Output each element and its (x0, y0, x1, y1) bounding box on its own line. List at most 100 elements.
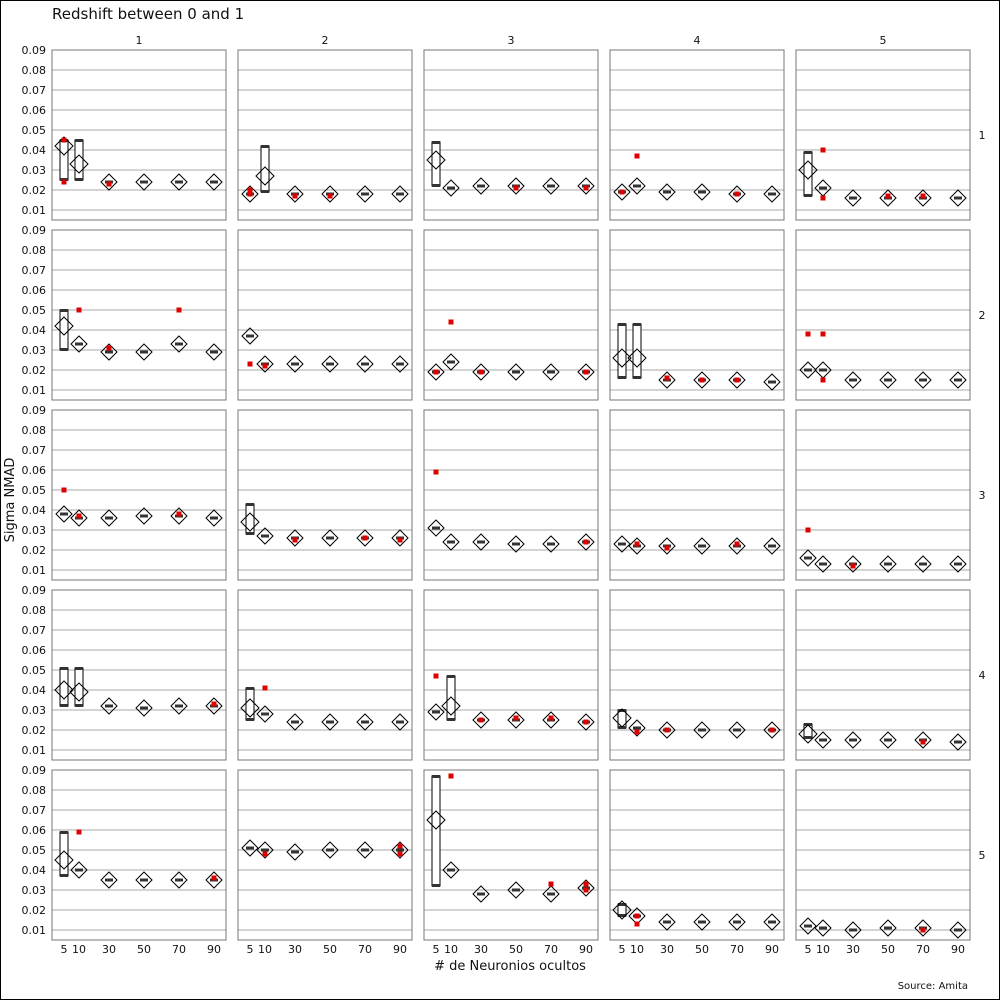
x-tick-label: 30 (288, 943, 302, 956)
median-bar (361, 848, 369, 852)
outlier-point (176, 307, 182, 313)
iqr-box (59, 139, 69, 181)
panel-border (423, 769, 599, 941)
facet-panel (609, 409, 785, 581)
mean-diamond (728, 537, 746, 555)
outlier-point (478, 369, 484, 375)
outlier-point (734, 377, 740, 383)
mean-diamond (442, 533, 460, 551)
outlier-point (820, 377, 826, 383)
mean-diamond (763, 913, 781, 931)
median-bar (105, 516, 113, 520)
x-tick-label: 30 (660, 943, 674, 956)
facet-panel (237, 589, 413, 761)
median-bar (954, 562, 962, 566)
outlier-point (292, 537, 298, 543)
y-tick-label: 0.06 (22, 464, 47, 477)
median-bar (396, 362, 404, 366)
mean-diamond (577, 363, 595, 381)
y-tick-label: 0.05 (22, 124, 47, 137)
mean-diamond (70, 861, 88, 879)
outlier-point (820, 331, 826, 337)
median-bar (261, 848, 269, 852)
mean-diamond (135, 699, 153, 717)
median-bar (291, 720, 299, 724)
y-tick-label: 0.08 (22, 64, 47, 77)
mean-diamond (286, 843, 304, 861)
facet-panel (51, 589, 227, 761)
box-bottom-cap (261, 190, 269, 193)
column-strip-label: 4 (694, 34, 701, 47)
outlier-point (448, 773, 454, 779)
mean-diamond (54, 316, 74, 336)
row-strip-label: 2 (979, 309, 986, 322)
outlier-point (634, 913, 640, 919)
x-tick-label: 50 (509, 943, 523, 956)
y-tick-label: 0.03 (22, 164, 47, 177)
facet-panel (609, 769, 785, 941)
median-bar (733, 728, 741, 732)
median-bar (396, 848, 404, 852)
median-bar (954, 196, 962, 200)
mean-diamond (542, 535, 560, 553)
median-bar (175, 878, 183, 882)
median-bar (884, 378, 892, 382)
outlier-point (397, 537, 403, 543)
outlier-point (583, 369, 589, 375)
median-bar (210, 180, 218, 184)
median-bar (326, 362, 334, 366)
y-tick-label: 0.04 (22, 684, 47, 697)
mean-diamond (391, 355, 409, 373)
mean-diamond (814, 555, 832, 573)
mean-diamond (763, 721, 781, 739)
x-tick-label: 30 (474, 943, 488, 956)
box-bottom-cap (432, 884, 440, 887)
box-top-cap (246, 503, 254, 506)
facet-panel (51, 229, 227, 401)
y-tick-label: 0.01 (22, 744, 47, 757)
mean-diamond (799, 361, 817, 379)
median-bar (618, 542, 626, 546)
mean-diamond (542, 363, 560, 381)
mean-diamond (542, 177, 560, 195)
outlier-point (478, 717, 484, 723)
outlier-point (61, 487, 67, 493)
mean-diamond (135, 507, 153, 525)
facet-panel (609, 49, 785, 221)
outlier-point (805, 331, 811, 337)
panel-border (237, 589, 413, 761)
box-bottom-cap (618, 376, 626, 379)
mean-diamond (507, 535, 525, 553)
panel-border (237, 409, 413, 581)
y-tick-label: 0.01 (22, 204, 47, 217)
x-tick-label: 50 (881, 943, 895, 956)
mean-diamond (844, 921, 862, 939)
outlier-point (583, 719, 589, 725)
median-bar (396, 720, 404, 724)
median-bar (477, 540, 485, 544)
median-bar (246, 846, 254, 850)
facet-panel (795, 589, 971, 761)
mean-diamond (240, 512, 260, 532)
mean-diamond (69, 154, 89, 174)
median-bar (175, 704, 183, 708)
mean-diamond (135, 343, 153, 361)
facet-panel (795, 769, 971, 941)
mean-diamond (612, 900, 632, 920)
mean-diamond (256, 527, 274, 545)
median-bar (547, 370, 555, 374)
x-tick-label: 10 (816, 943, 830, 956)
mean-diamond (256, 355, 274, 373)
mean-diamond (426, 150, 446, 170)
outlier-point (262, 851, 268, 857)
panel-border (51, 769, 227, 941)
y-tick-label: 0.06 (22, 104, 47, 117)
mean-diamond (628, 177, 646, 195)
mean-diamond (627, 348, 647, 368)
mean-diamond (391, 713, 409, 731)
row-strip-label: 4 (979, 669, 986, 682)
y-tick-label: 0.09 (22, 44, 47, 57)
panel-border (423, 409, 599, 581)
outlier-point (920, 193, 926, 199)
outlier-point (820, 147, 826, 153)
